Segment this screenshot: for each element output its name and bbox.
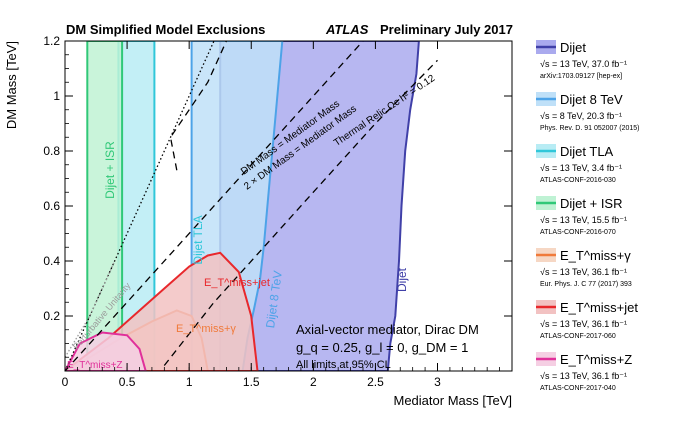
legend-entry-e-t-miss-jet: E_T^miss+jet √s = 13 TeV, 36.1 fb⁻¹ ATLAS-… <box>536 300 638 340</box>
preliminary-label: Preliminary July 2017 <box>380 22 513 37</box>
legend-reference: ATLAS-CONF-2016-070 <box>540 229 616 236</box>
legend-entry-dijet-8-tev: Dijet 8 TeV √s = 8 TeV, 20.3 fb⁻¹ Phys. Re… <box>536 92 639 132</box>
legend-entry-dijet-tla: Dijet TLA √s = 13 TeV, 3.4 fb⁻¹ ATLAS-CONF… <box>536 144 622 184</box>
legend-label: Dijet 8 TeV <box>560 92 623 107</box>
legend-label: E_T^miss+γ <box>560 248 631 263</box>
y-tick-label: 0.6 <box>43 199 60 213</box>
legend-energy: √s = 13 TeV, 36.1 fb⁻¹ <box>540 319 627 329</box>
legend-energy: √s = 13 TeV, 36.1 fb⁻¹ <box>540 267 627 277</box>
y-tick-label: 0.4 <box>43 254 60 268</box>
model-line-2: g_q = 0.25, g_l = 0, g_DM = 1 <box>296 340 468 355</box>
legend-reference: ATLAS-CONF-2017-060 <box>540 333 616 340</box>
legend-label: Dijet + ISR <box>560 196 623 211</box>
y-tick-label: 1.2 <box>43 34 60 48</box>
legend-label: Dijet TLA <box>560 144 614 159</box>
label-jet-region: E_T^miss+jet <box>204 277 270 289</box>
y-axis: 0.2 0.4 0.6 0.8 1 1.2 <box>43 34 512 358</box>
curve-dm-mass-mediator-mass <box>65 41 215 371</box>
legend-label: Dijet <box>560 40 586 55</box>
legend-reference: arXiv:1703.09127 [hep-ex] <box>540 73 622 80</box>
legend-reference: ATLAS-CONF-2016-030 <box>540 177 616 184</box>
legend-reference: Eur. Phys. J. C 77 (2017) 393 <box>540 281 632 288</box>
legend-label: E_T^miss+Z <box>560 352 632 367</box>
x-tick-label: 1.5 <box>243 375 260 389</box>
chart-title: DM Simplified Model Exclusions <box>66 22 265 37</box>
legend-entry-dijet-isr: Dijet + ISR √s = 13 TeV, 15.5 fb⁻¹ ATLAS-C… <box>536 196 627 236</box>
model-line-3: All limits at 95% CL <box>296 359 391 371</box>
y-tick-label: 0.8 <box>43 144 60 158</box>
region-etmiss-z <box>65 331 147 371</box>
x-tick-label: 1 <box>186 375 193 389</box>
region-dijet-isr <box>86 41 124 371</box>
legend-entry-e-t-miss-z: E_T^miss+Z √s = 13 TeV, 36.1 fb⁻¹ ATLAS-CO… <box>536 352 632 392</box>
x-tick-label: 0.5 <box>119 375 136 389</box>
y-tick-label: 1 <box>53 89 60 103</box>
legend-entry-e-t-miss: E_T^miss+γ √s = 13 TeV, 36.1 fb⁻¹ Eur. Phy… <box>536 248 632 288</box>
model-line-1: Axial-vector mediator, Dirac DM <box>296 322 479 337</box>
curve-thermal-relic <box>163 59 438 366</box>
reference-curves <box>65 41 438 371</box>
legend-energy: √s = 13 TeV, 15.5 fb⁻¹ <box>540 215 627 225</box>
curve-thermal-relic-upper <box>169 41 227 171</box>
x-tick-label: 2.5 <box>367 375 384 389</box>
model-box: Axial-vector mediator, Dirac DM g_q = 0.… <box>296 322 479 371</box>
curve-perturbative-unitarity <box>65 260 116 358</box>
x-axis: 0 0.5 1 1.5 2 2.5 3 <box>62 41 500 389</box>
y-tick-label: 0.2 <box>43 309 60 323</box>
curve-2-x-dm-mass-mediator-mass <box>65 41 364 371</box>
x-tick-label: 2 <box>310 375 317 389</box>
legend-energy: √s = 8 TeV, 20.3 fb⁻¹ <box>540 111 622 121</box>
x-axis-label: Mediator Mass [TeV] <box>394 393 513 408</box>
legend-entry-dijet: Dijet √s = 13 TeV, 37.0 fb⁻¹ arXiv:1703.09… <box>536 40 627 80</box>
label-isr-region: Dijet + ISR <box>103 141 117 199</box>
label-z-region: E_T^miss+Z <box>67 360 123 371</box>
legend-reference: ATLAS-CONF-2017-040 <box>540 385 616 392</box>
legend-energy: √s = 13 TeV, 36.1 fb⁻¹ <box>540 371 627 381</box>
label-tla-region: Dijet TLA <box>191 215 205 264</box>
legend-reference: Phys. Rev. D. 91 052007 (2015) <box>540 125 639 132</box>
legend-energy: √s = 13 TeV, 37.0 fb⁻¹ <box>540 59 627 69</box>
legend: Dijet √s = 13 TeV, 37.0 fb⁻¹ arXiv:1703.09… <box>536 40 639 392</box>
x-tick-label: 0 <box>62 375 69 389</box>
label-gamma-region: E_T^miss+γ <box>176 323 236 335</box>
label-dijet-region: Dijet <box>395 267 409 292</box>
y-axis-label: DM Mass [TeV] <box>4 41 19 129</box>
x-tick-label: 3 <box>434 375 441 389</box>
atlas-label: ATLAS <box>325 22 369 37</box>
legend-energy: √s = 13 TeV, 3.4 fb⁻¹ <box>540 163 622 173</box>
legend-label: E_T^miss+jet <box>560 300 638 315</box>
